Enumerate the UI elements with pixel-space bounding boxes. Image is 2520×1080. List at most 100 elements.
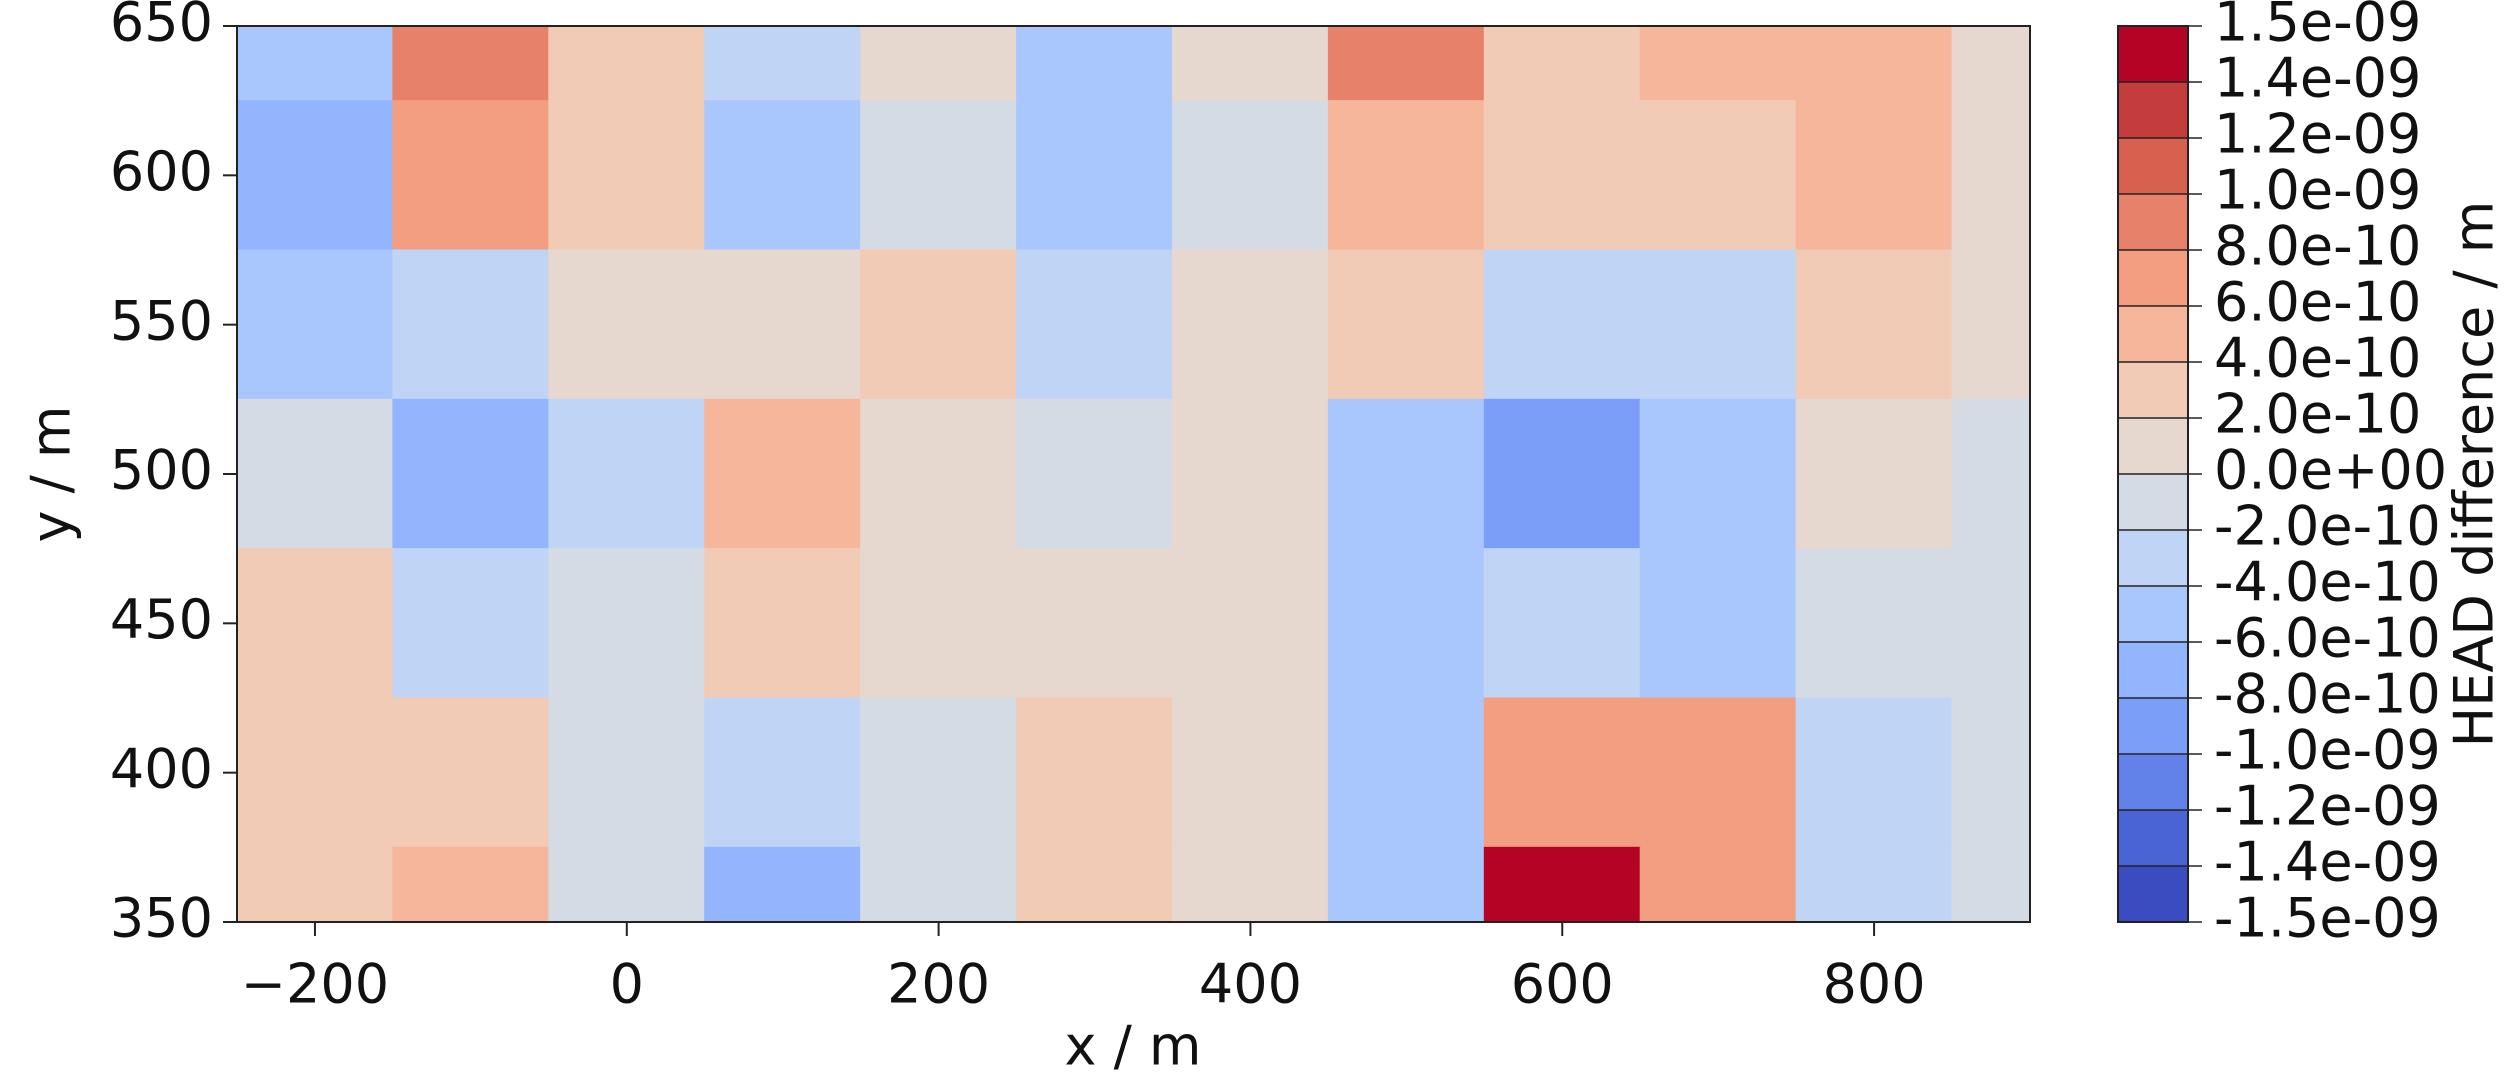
- colorbar-tick-label: -6.0e-10: [2214, 607, 2441, 670]
- colorbar-tick-label: 1.4e-09: [2214, 47, 2421, 110]
- contour-cell: [1171, 26, 1330, 102]
- colorbar-band: [2118, 586, 2188, 643]
- y-tick-label: 550: [110, 289, 213, 352]
- contour-cell: [1483, 26, 1642, 102]
- colorbar-band: [2118, 866, 2188, 923]
- contour-cell: [1171, 697, 1330, 849]
- colorbar-tick-label: -8.0e-10: [2214, 663, 2441, 726]
- contour-cell: [704, 249, 862, 401]
- contour-cell: [392, 100, 550, 251]
- contour-cell: [1951, 548, 2030, 700]
- colorbar-band: [2118, 306, 2188, 363]
- contour-cell: [1171, 548, 1330, 700]
- contour-cell: [1951, 100, 2030, 251]
- contour-cell: [1639, 100, 1798, 251]
- contour-cell: [1327, 846, 1486, 922]
- colorbar-band: [2118, 194, 2188, 251]
- contour-cell: [1795, 249, 1954, 401]
- colorbar-band: [2118, 418, 2188, 475]
- colorbar-band: [2118, 26, 2188, 83]
- contour-cell: [1016, 398, 1174, 550]
- colorbar-tick-label: 1.2e-09: [2214, 103, 2421, 166]
- colorbar-band: [2118, 474, 2188, 531]
- contour-cell: [1951, 398, 2030, 550]
- contour-cell: [860, 697, 1018, 849]
- contour-cell: [704, 398, 862, 550]
- contour-cell: [237, 26, 394, 102]
- colorbar-band: [2118, 138, 2188, 195]
- y-tick-label: 450: [110, 588, 213, 651]
- contour-cell: [1327, 249, 1486, 401]
- contour-cell: [1016, 697, 1174, 849]
- colorbar-tick-label: -1.5e-09: [2214, 887, 2441, 950]
- contour-cell: [1171, 249, 1330, 401]
- y-tick-label: 600: [110, 140, 213, 203]
- colorbar-band: [2118, 754, 2188, 811]
- colorbar-tick-label: 2.0e-10: [2214, 383, 2421, 446]
- contour-cell: [1639, 846, 1798, 922]
- contour-cell: [1795, 100, 1954, 251]
- colorbar-label: HEAD difference / m: [2443, 201, 2506, 748]
- contour-cell: [704, 548, 862, 700]
- contour-cell: [1795, 398, 1954, 550]
- contour-cell: [1483, 249, 1642, 401]
- colorbar-tick-label: 0.0e+00: [2214, 439, 2447, 502]
- contour-cell: [1639, 249, 1798, 401]
- contour-cell: [548, 26, 706, 102]
- contour-cell: [1016, 846, 1174, 922]
- contour-cell: [237, 697, 394, 849]
- contour-cell: [392, 249, 550, 401]
- contour-cell: [237, 398, 394, 550]
- contour-cell: [1016, 548, 1174, 700]
- contour-cell: [1795, 697, 1954, 849]
- contour-cell: [392, 398, 550, 550]
- contour-cell: [1483, 398, 1642, 550]
- contour-cell: [392, 697, 550, 849]
- contour-cell: [1327, 100, 1486, 251]
- contour-cell: [704, 697, 862, 849]
- contour-cell: [1795, 548, 1954, 700]
- contour-cell: [704, 26, 862, 102]
- contour-cell: [548, 398, 706, 550]
- contour-cell: [860, 398, 1018, 550]
- contour-cell: [392, 846, 550, 922]
- contour-cell: [1639, 398, 1798, 550]
- contour-cell: [392, 26, 550, 102]
- x-tick-label: −200: [241, 953, 389, 1016]
- contour-cell: [1483, 846, 1642, 922]
- contour-cell: [1327, 398, 1486, 550]
- contour-cell: [237, 249, 394, 401]
- x-tick-label: 200: [887, 953, 990, 1016]
- contour-cell: [1171, 398, 1330, 550]
- contour-field: [237, 26, 2030, 922]
- contour-cell: [1639, 26, 1798, 102]
- contour-cell: [548, 249, 706, 401]
- colorbar-band: [2118, 82, 2188, 139]
- contour-cell: [1483, 548, 1642, 700]
- colorbar-tick-label: -1.4e-09: [2214, 831, 2441, 894]
- contour-cell: [1795, 26, 1954, 102]
- colorbar-tick-label: 8.0e-10: [2214, 215, 2421, 278]
- contour-cell: [1951, 697, 2030, 849]
- contour-cell: [1171, 100, 1330, 251]
- contour-cell: [1639, 697, 1798, 849]
- colorbar-tick-label: -1.0e-09: [2214, 719, 2441, 782]
- colorbar-band: [2118, 642, 2188, 699]
- x-tick-label: 600: [1511, 953, 1614, 1016]
- colorbar-band: [2118, 698, 2188, 755]
- contour-cell: [237, 846, 394, 922]
- contour-cell: [1327, 26, 1486, 102]
- contour-cell: [237, 548, 394, 700]
- x-tick-label: 400: [1199, 953, 1302, 1016]
- contour-cell: [1639, 548, 1798, 700]
- contour-cell: [1483, 100, 1642, 251]
- contour-cell: [548, 697, 706, 849]
- colorbar-tick-label: -2.0e-10: [2214, 495, 2441, 558]
- x-tick-label: 800: [1823, 953, 1926, 1016]
- colorbar-tick-label: 6.0e-10: [2214, 271, 2421, 334]
- colorbar-tick-label: 4.0e-10: [2214, 327, 2421, 390]
- y-axis-label: y / m: [20, 405, 83, 542]
- y-tick-label: 500: [110, 439, 213, 502]
